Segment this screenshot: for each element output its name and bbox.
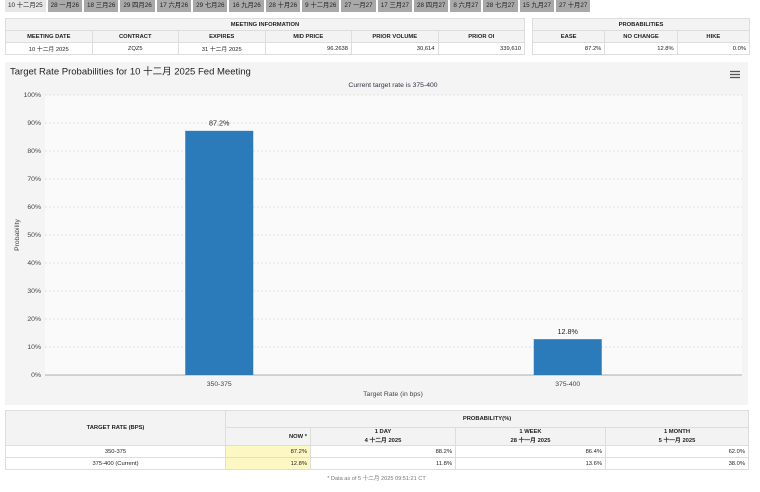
x-tick-label: 350-375: [207, 381, 232, 388]
period-label: 1 DAY: [374, 429, 392, 435]
chart: Target Rate Probabilities for 10 十二月 202…: [10, 66, 742, 398]
y-tick-label: 100%: [24, 92, 41, 99]
value-label: 87.2%: [209, 119, 230, 128]
period-header: NOW *: [225, 427, 311, 446]
column-header: PRIOR OI: [437, 30, 525, 43]
probability-cell: 62.0%: [605, 445, 749, 458]
y-tick-label: 40%: [27, 260, 41, 267]
period-header: 1 DAY 4 十二月 2025: [310, 427, 456, 446]
header-row: MEETING DATE CONTRACT EXPIRES MID PRICE PRIO…: [5, 30, 525, 43]
period-label: 1 MONTH: [663, 429, 691, 435]
probability-cell: 88.2%: [310, 445, 456, 458]
cell: 339,610: [437, 42, 525, 55]
header-row: TARGET RATE (BPS) PROBABILITY(%): [5, 410, 749, 446]
meeting-tab[interactable]: 18 三月26: [84, 0, 119, 12]
probability-table: PROBABILITIES EASE NO CHANGE HIKE 87.2% 12.8%…: [531, 18, 751, 55]
period-label: 1 WEEK: [519, 429, 542, 435]
probability-cell: 12.8%: [225, 457, 311, 470]
column-header: HIKE: [676, 30, 751, 43]
probability-cell: 86.4%: [455, 445, 606, 458]
cell: 10 十二月 2025: [5, 42, 93, 55]
meeting-tab[interactable]: 28 四月27: [414, 0, 449, 12]
y-axis-label: Probability: [14, 219, 21, 251]
table-title: PROBABILITIES: [532, 18, 750, 31]
cell: 30,614: [351, 42, 439, 55]
cell: 0.0%: [676, 42, 751, 55]
meeting-tab[interactable]: 28 十月26: [265, 0, 301, 12]
cell: 87.2%: [531, 42, 606, 55]
title-row: MEETING INFORMATION: [5, 18, 525, 31]
period-date: 5 十一月 2025: [658, 438, 696, 444]
column-header: NO CHANGE: [604, 30, 678, 43]
probability-cell: 13.6%: [455, 457, 606, 470]
bar: [185, 130, 254, 375]
chart-subtitle: Current target rate is 375-400: [348, 82, 437, 89]
column-header: EASE: [531, 30, 606, 43]
period-date: 4 十二月 2025: [364, 438, 402, 444]
column-header: EXPIRES: [178, 30, 266, 43]
meeting-tab[interactable]: 28 七月27: [483, 0, 518, 12]
cell: ZQZ5: [91, 42, 179, 55]
rate-header: TARGET RATE (BPS): [5, 410, 226, 446]
rate-cell: 350-375: [5, 445, 226, 458]
chart-title: Target Rate Probabilities for 10 十二月 202…: [10, 66, 251, 78]
column-header: MID PRICE: [264, 30, 352, 43]
period-header: 1 MONTH 5 十一月 2025: [605, 427, 749, 446]
meeting-tab[interactable]: 16 九月26: [229, 0, 264, 12]
title-row: PROBABILITIES: [532, 18, 750, 31]
meeting-tab[interactable]: 29 四月26: [120, 0, 155, 12]
y-tick-label: 90%: [27, 120, 41, 127]
meeting-tab[interactable]: 27 一月27: [341, 0, 376, 12]
menu-icon[interactable]: [729, 70, 741, 80]
meeting-tab[interactable]: 27 十月27: [555, 0, 591, 12]
cell: 31 十二月 2025: [178, 42, 266, 55]
data-row: 10 十二月 2025 ZQZ5 31 十二月 2025 96.2638 30,614 3…: [5, 42, 525, 55]
meeting-tab[interactable]: 10 十二月25: [5, 0, 46, 12]
y-tick-label: 60%: [27, 204, 41, 211]
meeting-tab[interactable]: 17 六月26: [156, 0, 192, 12]
y-tick-label: 20%: [27, 316, 41, 323]
header-row: EASE NO CHANGE HIKE: [531, 30, 751, 43]
cell: 96.2638: [264, 42, 352, 55]
data-row: 87.2% 12.8% 0.0%: [531, 42, 751, 55]
y-tick-label: 70%: [27, 176, 41, 183]
value-label: 12.8%: [558, 327, 579, 336]
probability-cell: 11.8%: [310, 457, 456, 470]
column-header: MEETING DATE: [5, 30, 93, 43]
y-tick-label: 50%: [27, 232, 41, 239]
cell: 12.8%: [604, 42, 678, 55]
table-title: MEETING INFORMATION: [5, 18, 525, 31]
y-tick-label: 0%: [31, 372, 41, 379]
period-label: NOW *: [288, 433, 307, 440]
chart-container: Target Rate Probabilities for 10 十二月 202…: [5, 62, 748, 405]
meeting-tab[interactable]: 29 七月26: [193, 0, 228, 12]
bar: [533, 339, 602, 375]
column-header: CONTRACT: [91, 30, 179, 43]
y-tick-label: 80%: [27, 148, 41, 155]
y-tick-label: 30%: [27, 288, 41, 295]
x-tick-label: 375-400: [555, 381, 580, 388]
x-axis-label: Target Rate (in bps): [363, 391, 423, 398]
meeting-tabs: 10 十二月25 28 一月26 18 三月26 29 四月26 17 六月26 29 七…: [5, 0, 591, 12]
probability-header: PROBABILITY(%): [225, 410, 749, 428]
data-row: 350-375 87.2% 88.2% 86.4% 62.0%: [5, 445, 749, 458]
period-header: 1 WEEK 28 十一月 2025: [455, 427, 606, 446]
meeting-tab[interactable]: 28 一月26: [47, 0, 83, 12]
data-row: 375-400 (Current) 12.8% 11.8% 13.6% 38.0%: [5, 457, 749, 470]
meeting-tab[interactable]: 15 九月27: [519, 0, 554, 12]
meeting-table: MEETING INFORMATION MEETING DATE CONTRACT E…: [5, 18, 525, 55]
y-tick-label: 10%: [27, 344, 41, 351]
meeting-tab[interactable]: 17 三月27: [377, 0, 413, 12]
meeting-tab[interactable]: 9 十二月26: [302, 0, 340, 12]
history-table: TARGET RATE (BPS) PROBABILITY(%) NOW * 1 DA…: [5, 410, 749, 470]
footnote: * Data as of 5 十二月 2025 09:51:21 CT: [327, 476, 426, 482]
probability-cell: 38.0%: [605, 457, 749, 470]
subheader-row: NOW * 1 DAY 4 十二月 2025 1 WEEK 28 十一月 2025 1 M…: [6, 427, 749, 446]
rate-cell: 375-400 (Current): [5, 457, 226, 470]
probability-cell: 87.2%: [225, 445, 311, 458]
column-header: PRIOR VOLUME: [351, 30, 439, 43]
meeting-tab[interactable]: 8 六月27: [450, 0, 482, 12]
period-date: 28 十一月 2025: [510, 438, 551, 444]
